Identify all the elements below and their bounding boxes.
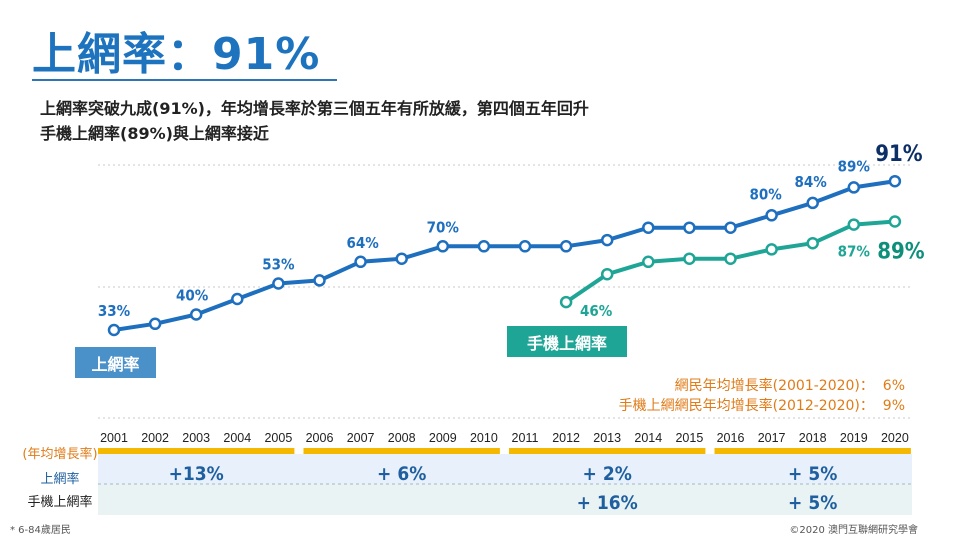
mobile-series-label: 手機上網率: [507, 326, 627, 357]
page-title: 上網率：91%: [32, 29, 321, 80]
period-bar-0: [98, 448, 295, 454]
footnote-age-range: * 6-84歲居民: [10, 525, 71, 536]
series-1-point-2016: [724, 252, 737, 265]
year-label-2006: 2006: [306, 431, 334, 445]
series-1-point-2020: [888, 215, 902, 228]
data-label-0-2018: 84%: [795, 173, 828, 191]
series-0-point-2008: [395, 252, 408, 265]
year-label-2015: 2015: [675, 431, 703, 445]
series-1-point-2017: [765, 243, 778, 256]
period-bar-3: [714, 448, 911, 454]
series-0-point-2014: [642, 221, 655, 234]
growth-value-0-3: + 5%: [788, 463, 837, 485]
series-0-point-2017: [765, 209, 778, 222]
series-0-point-2009: [436, 240, 450, 253]
year-label-2005: 2005: [264, 431, 292, 445]
internet-growth-note: 網民年均增長率(2001-2020)： 6%: [674, 378, 905, 394]
year-label-2017: 2017: [758, 431, 786, 445]
year-label-2014: 2014: [634, 431, 662, 445]
series-0-point-2007: [354, 255, 367, 269]
data-label-1-2012: 46%: [580, 302, 613, 320]
series-0-point-2003: [189, 308, 203, 321]
series-0-point-2012: [559, 240, 573, 253]
data-label-0-2007: 64%: [346, 234, 379, 252]
growth-row-label-mobile: 手機上網率: [27, 495, 93, 510]
series-1-point-2014: [642, 255, 655, 269]
data-label-0-2020: 91%: [875, 142, 923, 167]
year-label-2002: 2002: [141, 431, 169, 445]
series-0-point-2005: [272, 277, 285, 290]
year-label-2001: 2001: [100, 431, 128, 445]
data-label-0-2009: 70%: [427, 218, 460, 236]
year-label-2004: 2004: [223, 431, 251, 445]
growth-value-1-2: + 16%: [577, 492, 638, 514]
year-label-2003: 2003: [182, 431, 210, 445]
series-line-0: [113, 179, 896, 332]
series-1-point-2019: [847, 218, 861, 231]
series-1-point-2015: [683, 252, 696, 265]
mobile-growth-band: [98, 484, 912, 515]
year-label-2016: 2016: [717, 431, 745, 445]
year-label-2020: 2020: [881, 431, 909, 445]
series-0-point-2004: [231, 292, 244, 306]
series-1-point-2018: [806, 236, 819, 250]
growth-table-header: (年均增長率): [22, 447, 98, 462]
data-label-1-2019: 87%: [838, 243, 871, 261]
series-0-point-2002: [148, 317, 162, 331]
series-0-point-2001: [107, 323, 121, 337]
copyright-note: ©2020 澳門互聯網研究學會: [789, 525, 918, 536]
data-label-1-2020: 89%: [877, 240, 925, 265]
growth-value-1-3: + 5%: [788, 492, 837, 514]
data-label-0-2003: 40%: [176, 287, 209, 305]
year-label-2012: 2012: [552, 431, 580, 445]
mobile-growth-note: 手機上網網民年均增長率(2012-2020)： 9%: [618, 398, 905, 414]
series-0-point-2015: [683, 221, 696, 234]
subtitle-line-1: 上網率突破九成(91%)，年均增長率於第三個五年有所放緩，第四個五年回升: [40, 99, 589, 118]
year-label-2008: 2008: [388, 431, 416, 445]
data-label-0-2001: 33%: [98, 302, 131, 320]
series-1-point-2013: [600, 267, 614, 281]
year-label-2009: 2009: [429, 431, 457, 445]
series-0-point-2018: [806, 196, 819, 210]
period-bar-2: [509, 448, 706, 454]
title-underline: [32, 79, 337, 81]
series-0-point-2006: [313, 274, 326, 287]
series-1-point-2012: [559, 295, 573, 309]
growth-value-0-2: + 2%: [583, 463, 632, 485]
series-0-point-2010: [477, 240, 491, 253]
internet-growth-band: [98, 454, 912, 484]
series-0-point-2011: [518, 240, 532, 253]
series-0-point-2016: [724, 221, 737, 234]
data-label-0-2005: 53%: [262, 256, 295, 274]
growth-value-0-0: +13%: [169, 463, 224, 485]
series-0-point-2019: [847, 181, 861, 194]
year-label-2010: 2010: [470, 431, 498, 445]
subtitle-line-2: 手機上網率(89%)與上網率接近: [40, 124, 269, 143]
internet-series-label: 上網率: [75, 347, 156, 378]
growth-value-0-1: + 6%: [377, 463, 426, 485]
year-label-2019: 2019: [840, 431, 868, 445]
year-label-2011: 2011: [512, 431, 539, 445]
data-label-0-2019: 89%: [838, 157, 871, 175]
period-bar-1: [303, 448, 500, 454]
series-0-point-2020: [888, 174, 902, 188]
growth-row-label-internet: 上網率: [40, 472, 80, 487]
year-label-2013: 2013: [593, 431, 621, 445]
year-label-2007: 2007: [347, 431, 375, 445]
data-label-0-2017: 80%: [749, 185, 782, 203]
year-label-2018: 2018: [799, 431, 827, 445]
series-0-point-2013: [600, 233, 614, 247]
